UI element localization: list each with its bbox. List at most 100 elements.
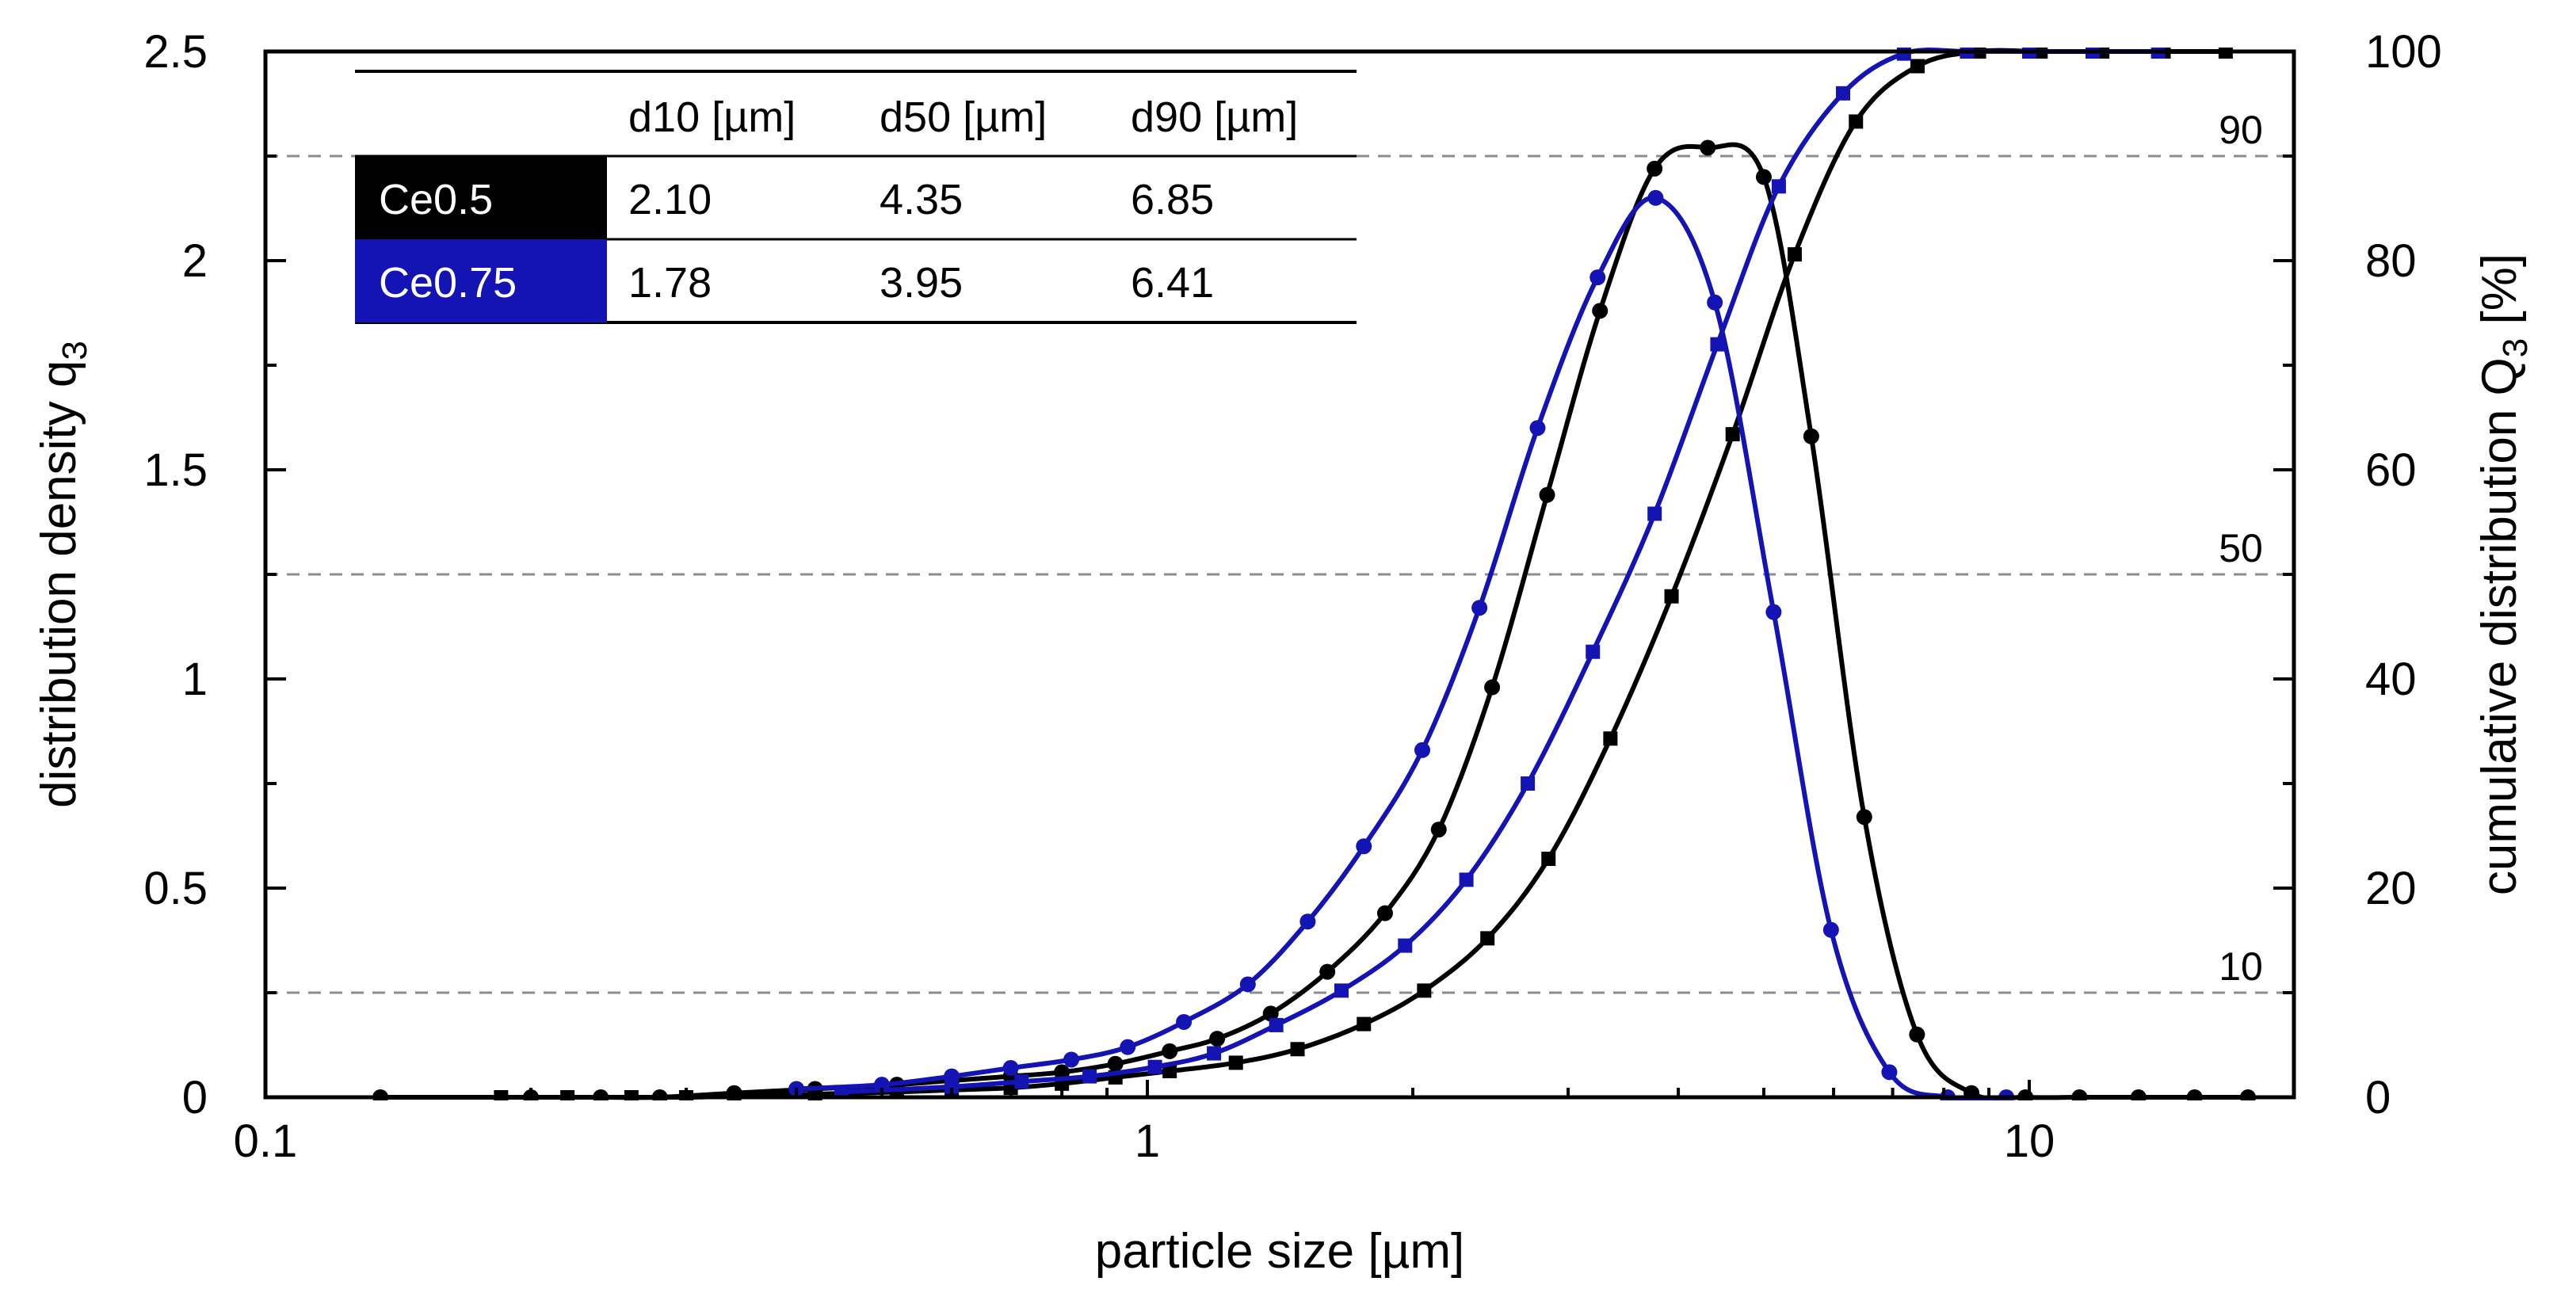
series-Ce075-cumulative-point-7 — [1334, 983, 1349, 998]
table-header-d10: d10 [µm] — [628, 93, 796, 141]
x-tick-label-1: 1 — [1135, 1115, 1160, 1167]
x-tick-label-10: 10 — [2004, 1115, 2055, 1167]
series-Ce075-density-point-17 — [1822, 921, 1839, 938]
y-left-axis-title-sub: 3 — [55, 341, 94, 360]
table-header-d50: d50 [µm] — [880, 93, 1047, 141]
table-row-ce05-name: Ce0.5 — [379, 176, 493, 223]
series-Ce075-cumulative-point-15 — [1836, 86, 1851, 101]
y-right-tick-label-80: 80 — [2365, 235, 2417, 287]
series-Ce075-density-point-18 — [1881, 1064, 1898, 1081]
series-Ce05-cumulative-point-17 — [1541, 852, 1556, 867]
series-Ce05-density-point-15 — [1376, 905, 1393, 921]
series-Ce075-cumulative-point-8 — [1398, 938, 1413, 953]
y-left-tick-label-2: 2 — [182, 235, 208, 287]
table-row-ce05-label-bg — [355, 156, 607, 239]
y-right-tick-label-20: 20 — [2365, 863, 2417, 914]
table-row-ce075-d50: 3.95 — [880, 259, 963, 307]
y-left-tick-label-1: 1 — [182, 654, 208, 705]
table-row-ce075-label-bg — [355, 239, 607, 322]
y-right-tick-label-60: 60 — [2365, 444, 2417, 496]
series-Ce05-cumulative-point-13 — [1290, 1042, 1305, 1057]
series-Ce05-cumulative-point-20 — [1725, 427, 1740, 442]
series-Ce05-density-point-12 — [1209, 1031, 1226, 1047]
y-right-tick-label-40: 40 — [2365, 654, 2417, 705]
series-Ce05-cumulative-point-16 — [1480, 931, 1495, 946]
series-Ce075-cumulative-point-2 — [1014, 1074, 1029, 1089]
series-Ce05-density-point-21 — [1700, 139, 1716, 156]
series-Ce075-cumulative-point-5 — [1207, 1046, 1222, 1061]
table-row-ce075-d90: 6.41 — [1131, 259, 1214, 307]
series-Ce05-cumulative-point-18 — [1603, 731, 1618, 746]
series-Ce075-density-point-4 — [1063, 1051, 1080, 1068]
series-Ce075-cumulative-point-14 — [1771, 179, 1786, 194]
table-row-ce05-d50: 4.35 — [880, 176, 963, 223]
series-Ce05-density-point-19 — [1592, 303, 1609, 319]
series-Ce05-density-point-17 — [1484, 679, 1501, 696]
table-row-ce05-d10: 2.10 — [628, 176, 712, 223]
series-Ce075-density-point-8 — [1299, 913, 1316, 930]
series-Ce075-cumulative-point-1 — [945, 1079, 960, 1094]
series-Ce05-cumulative-point-22 — [1849, 114, 1864, 129]
reference-lines: 10 50 90 — [265, 108, 2294, 994]
series-Ce075-cumulative-point-12 — [1647, 506, 1662, 521]
y-right-tick-label-100: 100 — [2365, 26, 2442, 78]
series-Ce075-cumulative-point-10 — [1521, 776, 1536, 791]
series-Ce075-density-point-10 — [1414, 742, 1430, 758]
series-Ce05-density-point-16 — [1430, 822, 1447, 838]
table-header-d90: d90 [µm] — [1131, 93, 1298, 141]
series-Ce05-density-point-18 — [1539, 486, 1555, 503]
y-right-axis-title-main: cumulative distribution Q — [2472, 357, 2527, 895]
series-Ce05-cumulative-point-12 — [1228, 1055, 1243, 1070]
series-Ce05-density-point-10 — [1107, 1055, 1124, 1072]
reference-line-label-90: 90 — [2219, 108, 2263, 152]
series-Ce05-cumulative-point-19 — [1664, 589, 1679, 604]
series-Ce05-cumulative-point-23 — [1910, 59, 1925, 74]
series-Ce075-cumulative-point-9 — [1459, 872, 1474, 887]
series-Ce075-density-point-7 — [1239, 976, 1256, 993]
series-Ce05-cumulative-point-14 — [1357, 1016, 1372, 1032]
series-Ce05-cumulative-point-15 — [1417, 983, 1432, 998]
series-Ce075-density-point-11 — [1471, 600, 1488, 616]
d-values-table: d10 [µm] d50 [µm] d90 [µm] Ce0.5 2.10 4.… — [355, 70, 1357, 324]
series-Ce075-cumulative-point-13 — [1710, 337, 1725, 352]
x-tick-label-0.1: 0.1 — [234, 1115, 298, 1167]
series-Ce05-density-point-14 — [1319, 963, 1336, 980]
series-Ce05-density-point-22 — [1755, 169, 1772, 185]
table-row-ce075-d10: 1.78 — [628, 259, 712, 307]
series-Ce075-density-point-3 — [1002, 1060, 1019, 1077]
series-Ce075-cumulative-point-4 — [1147, 1059, 1162, 1074]
y-left-tick-label-0.5: 0.5 — [143, 863, 208, 914]
series-Ce075-density-point-12 — [1529, 420, 1546, 437]
series-Ce05-density-point-13 — [1262, 1005, 1279, 1022]
series-Ce075-cumulative-point-6 — [1269, 1017, 1284, 1032]
y-left-tick-label-2.5: 2.5 — [143, 26, 208, 78]
series-Ce075-density-point-15 — [1707, 294, 1723, 311]
y-right-axis-title: cumulative distribution Q3 [%] — [2472, 254, 2535, 895]
y-left-axis-title-main: distribution density q — [32, 360, 86, 808]
series-Ce075-density-point-16 — [1765, 604, 1782, 620]
series-Ce075-density-point-6 — [1176, 1013, 1193, 1030]
y-right-axis-title-sub: 3 — [2496, 338, 2535, 357]
series-Ce05-density-point-20 — [1647, 160, 1663, 177]
series-Ce075-density-point-5 — [1120, 1039, 1136, 1055]
y-right-axis-title-suffix: [%] — [2472, 254, 2527, 338]
series-Ce075-density-point-14 — [1647, 189, 1664, 206]
series-Ce05-cumulative-point-21 — [1787, 247, 1802, 262]
x-axis-title: particle size [µm] — [1095, 1224, 1464, 1279]
series-Ce05-density-point-23 — [1803, 428, 1819, 444]
series-Ce075-density-point-9 — [1356, 838, 1372, 855]
series-Ce075-cumulative-line — [841, 48, 2158, 1095]
y-left-tick-label-1.5: 1.5 — [143, 444, 208, 496]
series-Ce05-density-point-11 — [1162, 1043, 1178, 1059]
y-left-axis-title: distribution density q3 — [32, 341, 94, 808]
series-Ce05-density-point-24 — [1856, 809, 1872, 826]
series-Ce075-density-point-13 — [1589, 269, 1606, 286]
y-right-tick-label-0: 0 — [2365, 1072, 2391, 1123]
reference-line-label-10: 10 — [2219, 944, 2263, 989]
series-Ce05-cumulative-point-11 — [1162, 1064, 1177, 1078]
series-Ce075-cumulative-point-11 — [1586, 644, 1601, 659]
table-row-ce05-d90: 6.85 — [1131, 176, 1214, 223]
series-Ce05-density-point-25 — [1909, 1026, 1925, 1043]
